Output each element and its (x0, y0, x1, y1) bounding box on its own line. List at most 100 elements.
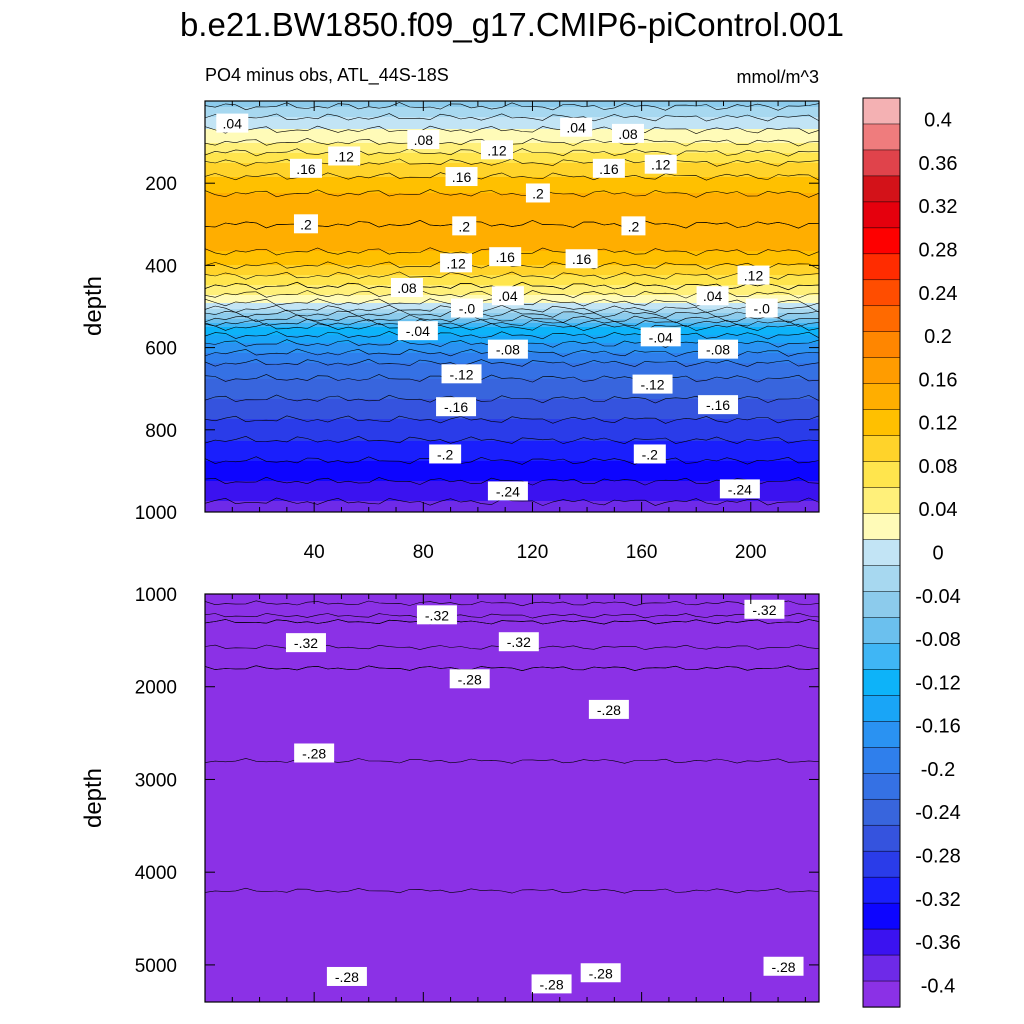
field-band (205, 750, 819, 753)
contour-line (205, 358, 819, 367)
field-band (205, 441, 819, 444)
contour-label: -.24 (719, 479, 760, 499)
field-band (205, 427, 819, 430)
contour-label-box (621, 216, 646, 236)
field-band (205, 401, 819, 404)
field-band (205, 191, 819, 194)
field-band (205, 986, 819, 989)
contour-label: -.28 (531, 974, 572, 994)
contour-label: -.24 (487, 481, 528, 501)
contour-label: .16 (489, 247, 522, 267)
field-band (205, 437, 819, 440)
contour-label-box (216, 113, 249, 133)
field-band (205, 786, 819, 789)
field-band (205, 856, 819, 859)
colorbar-label: 0.12 (919, 413, 958, 435)
contour-label-text: .16 (452, 169, 472, 185)
field-band (205, 898, 819, 901)
colorbar-label: 0.4 (924, 110, 952, 132)
field-band (205, 305, 819, 308)
field-band (205, 598, 819, 601)
field-band (205, 115, 819, 118)
field-band (205, 327, 819, 330)
field-band (205, 457, 819, 460)
contour-label-text: .16 (572, 251, 592, 267)
contour-label-text: .2 (300, 216, 312, 232)
field-band (205, 836, 819, 839)
field-band (205, 864, 819, 867)
lower-y-axis-label: depth (80, 768, 107, 828)
field-band (205, 894, 819, 897)
field-band (205, 976, 819, 979)
field-band (205, 411, 819, 414)
field-band (205, 431, 819, 434)
colorbar-label: 0.32 (919, 196, 958, 218)
field-band (205, 730, 819, 733)
x-tick-label: 40 (304, 542, 325, 563)
colorbar-segment (862, 850, 901, 878)
contour-line (205, 619, 819, 625)
field-band (205, 912, 819, 915)
contour-label-box (489, 247, 522, 267)
field-band (205, 123, 819, 126)
field-band (205, 694, 819, 697)
figure-title: b.e21.BW1850.f09_g17.CMIP6-piControl.001 (180, 6, 844, 43)
field-band (205, 471, 819, 474)
contour-line (205, 261, 819, 270)
contour-line (205, 435, 819, 445)
contour-label-text: .12 (487, 142, 507, 158)
field-band (205, 443, 819, 446)
contour-label-text: -.28 (597, 702, 621, 718)
contour-label-box (744, 599, 785, 619)
field-band (205, 722, 819, 725)
field-band (205, 840, 819, 843)
colorbar-segment (862, 954, 901, 982)
field-band (205, 111, 819, 114)
y-tick-label: 800 (145, 421, 177, 442)
colorbar-frame (862, 97, 901, 1008)
field-band (205, 776, 819, 779)
field-band (205, 832, 819, 835)
field-band (205, 243, 819, 246)
contour-label-box (416, 605, 457, 625)
field-band (205, 902, 819, 905)
field-band (205, 972, 819, 975)
field-band (205, 734, 819, 737)
field-band (205, 738, 819, 741)
colorbar-segment (862, 409, 901, 437)
colorbar-segment (862, 513, 901, 541)
field-band (205, 459, 819, 462)
field-band (205, 992, 819, 995)
upper-panel-frame (204, 100, 820, 513)
contour-label-text: .08 (414, 132, 434, 148)
colorbar-segment (862, 435, 901, 463)
field-band (205, 463, 819, 466)
field-band (205, 808, 819, 811)
field-band (205, 313, 819, 316)
field-band (205, 135, 819, 138)
field-band (205, 311, 819, 314)
colorbar-label: -0.12 (915, 672, 961, 694)
field-band (205, 596, 819, 599)
colorbar-label: 0.36 (919, 153, 958, 175)
field-band (205, 173, 819, 176)
field-band (205, 127, 819, 130)
contour-label-text: -.0 (754, 301, 771, 317)
field-band (205, 179, 819, 182)
contour-label: -.12 (441, 364, 482, 384)
field-band (205, 375, 819, 378)
field-band (205, 616, 819, 619)
field-band (205, 239, 819, 242)
field-band (205, 1000, 819, 1002)
field-band (205, 798, 819, 801)
field-band (205, 101, 819, 104)
contour-label: -.0 (450, 298, 483, 318)
contour-label-box (719, 479, 760, 499)
contour-label-box (440, 253, 473, 273)
colorbar-segment (862, 669, 901, 696)
contour-label-text: -.28 (458, 671, 482, 687)
contour-label: .16 (565, 249, 598, 269)
contour-label-text: .2 (628, 218, 640, 234)
colorbar-segment (862, 747, 901, 774)
field-band (205, 668, 819, 671)
